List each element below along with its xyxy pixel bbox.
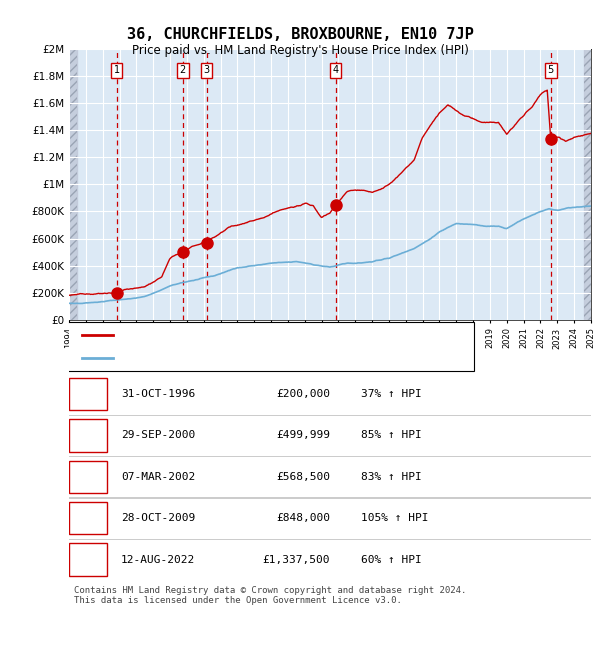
Text: £568,500: £568,500	[276, 472, 330, 482]
Text: 4: 4	[332, 66, 338, 75]
Text: Price paid vs. HM Land Registry's House Price Index (HPI): Price paid vs. HM Land Registry's House …	[131, 44, 469, 57]
Text: 28-OCT-2009: 28-OCT-2009	[121, 514, 196, 523]
Text: 105% ↑ HPI: 105% ↑ HPI	[361, 514, 429, 523]
FancyBboxPatch shape	[69, 502, 107, 534]
Bar	[584, 49, 591, 320]
FancyBboxPatch shape	[67, 322, 473, 371]
Text: 36, CHURCHFIELDS, BROXBOURNE, EN10 7JP (detached house): 36, CHURCHFIELDS, BROXBOURNE, EN10 7JP (…	[121, 330, 445, 340]
Text: 83% ↑ HPI: 83% ↑ HPI	[361, 472, 422, 482]
Text: 1: 1	[85, 389, 91, 399]
Text: 36, CHURCHFIELDS, BROXBOURNE, EN10 7JP: 36, CHURCHFIELDS, BROXBOURNE, EN10 7JP	[127, 27, 473, 42]
FancyBboxPatch shape	[69, 378, 107, 410]
Text: 31-OCT-1996: 31-OCT-1996	[121, 389, 196, 399]
Text: HPI: Average price, detached house, Broxbourne: HPI: Average price, detached house, Brox…	[121, 354, 391, 363]
Text: 37% ↑ HPI: 37% ↑ HPI	[361, 389, 422, 399]
Text: 1: 1	[113, 66, 120, 75]
Text: 12-AUG-2022: 12-AUG-2022	[121, 554, 196, 565]
Text: 3: 3	[203, 66, 209, 75]
Bar	[69, 497, 591, 499]
Text: 07-MAR-2002: 07-MAR-2002	[121, 472, 196, 482]
Text: 4: 4	[85, 514, 91, 523]
Text: 5: 5	[85, 554, 91, 565]
Text: 60% ↑ HPI: 60% ↑ HPI	[361, 554, 422, 565]
Bar	[69, 49, 77, 320]
Text: £499,999: £499,999	[276, 430, 330, 441]
Text: 85% ↑ HPI: 85% ↑ HPI	[361, 430, 422, 441]
FancyBboxPatch shape	[69, 419, 107, 452]
FancyBboxPatch shape	[69, 461, 107, 493]
Text: 3: 3	[85, 472, 91, 482]
Text: 29-SEP-2000: 29-SEP-2000	[121, 430, 196, 441]
Text: 5: 5	[548, 66, 554, 75]
Bar	[69, 415, 591, 416]
Text: 2: 2	[85, 430, 91, 441]
Text: 2: 2	[179, 66, 186, 75]
Bar	[69, 539, 591, 540]
Bar	[584, 49, 591, 320]
Text: £1,337,500: £1,337,500	[263, 554, 330, 565]
Bar	[69, 49, 77, 320]
Text: Contains HM Land Registry data © Crown copyright and database right 2024.
This d: Contains HM Land Registry data © Crown c…	[74, 586, 467, 605]
Text: £200,000: £200,000	[276, 389, 330, 399]
Bar	[69, 456, 591, 458]
Text: £848,000: £848,000	[276, 514, 330, 523]
FancyBboxPatch shape	[69, 543, 107, 576]
